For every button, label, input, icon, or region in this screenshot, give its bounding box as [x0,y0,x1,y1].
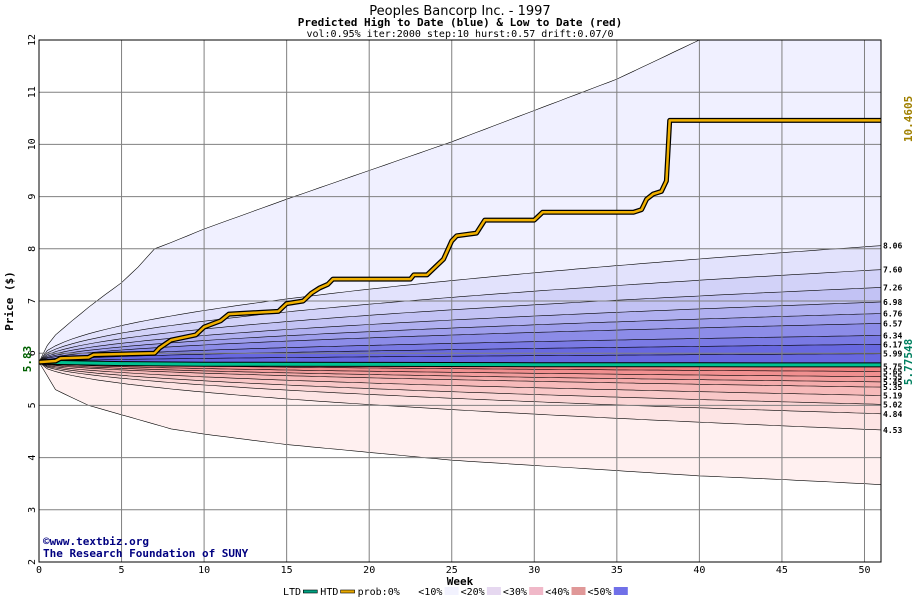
x-tick-label: 15 [281,565,293,576]
lower-percentile-label: 5.45 [883,378,902,387]
legend-color-swatch [444,587,459,595]
upper-band-edge-6 [38,323,882,363]
x-tick-label: 5 [119,565,125,576]
x-tick-label: 35 [611,565,623,576]
legend-entry-label: 40% [551,587,569,598]
ltd-line [38,360,882,367]
legend: LTD HTD prob:0% <10% <20% <30% <40% <50% [283,587,628,598]
legend-entry-label: HTD [320,587,338,598]
y-axis-label: Price ($) [3,271,16,331]
legend-entry-label: 30% [509,587,527,598]
legend-entry-label: 10% [424,587,442,598]
legend-label: < [588,587,594,598]
chart-title: Peoples Bancorp Inc. - 1997 [369,4,550,19]
legend-line-swatch [340,589,355,594]
start-price-label: 5.83 [21,346,34,373]
credit-website: ©www.textbiz.org [43,535,149,548]
htd-final-label: 10.4605 [902,96,915,142]
legend-color-swatch [529,587,544,595]
lower-band-edge-1 [38,361,882,431]
y-tick-label: 11 [27,86,38,98]
legend-label: < [545,587,551,598]
lower-percentile-label: 5.02 [883,400,902,409]
upper-percentile-label: 6.34 [883,331,902,340]
upper-band-9 [39,344,881,366]
plot-frame [38,39,882,563]
y-tick-label: 6 [27,350,38,356]
y-tick-label: 2 [27,559,38,565]
upper-band-edge-8 [38,344,882,363]
y-tick-label: 8 [27,246,38,252]
upper-percentile-label: 6.17 [883,340,902,349]
x-tick-label: 30 [528,565,540,576]
x-tick-label: 50 [858,565,870,576]
grid-lines [38,39,881,563]
chart-params: vol:0.95% iter:2000 step:10 hurst:0.57 d… [306,29,613,40]
legend-line-swatch [302,589,318,594]
lower-percentile-label: 5.75 [883,362,902,371]
x-tick-label: 0 [36,565,42,576]
lower-band-edge-4 [38,361,882,396]
lower-percentile-label: 5.65 [883,367,902,376]
upper-band-edge-7 [38,335,882,363]
lower-band-edge-0 [38,361,882,485]
upper-band-edge-9 [38,353,882,363]
ltd-final-label: 5.77548 [902,339,915,385]
lower-band-edge-2 [38,361,882,415]
x-axis-label: Week [447,575,474,588]
lower-percentile-label: 5.55 [883,373,902,382]
upper-band-edge-2 [38,269,882,363]
legend-color-swatch [486,587,501,595]
y-tick-label: 3 [27,507,38,513]
x-tick-label: 25 [446,565,458,576]
upper-percentile-label: 6.76 [883,310,902,319]
upper-percentile-label: 6.98 [883,298,902,307]
y-tick-label: 7 [27,298,38,304]
legend-color-swatch [613,587,628,595]
lower-percentile-label: 5.19 [883,391,902,400]
series-lines [38,117,882,368]
y-tick-label: 4 [27,455,38,461]
upper-band-edge-3 [38,287,882,363]
lower-percentile-label: 5.35 [883,383,902,392]
lower-band-edge-7 [38,361,882,377]
lower-percentile-label: 4.84 [883,410,902,419]
upper-band-edge-5 [38,313,882,363]
probability-bands [38,39,882,485]
x-tick-label: 20 [363,565,375,576]
legend-color-swatch [571,587,586,595]
y-tick-label: 5 [27,402,38,408]
htd-line [38,119,881,364]
credit-organization: The Research Foundation of SUNY [43,547,249,560]
lower-band-edge-3 [38,361,882,405]
legend-label: < [418,587,424,598]
legend-label: < [461,587,467,598]
x-tick-label: 10 [198,565,210,576]
legend-entry-label: prob:0% [358,587,400,598]
legend-entry-label: LTD [283,587,301,598]
upper-band-edge-1 [38,245,882,363]
y-tick-label: 9 [27,194,38,200]
lower-band-edge-5 [38,361,882,388]
lower-percentile-label: 4.53 [883,426,902,435]
legend-color-swatch [402,587,417,595]
upper-percentile-label: 6.57 [883,319,902,328]
y-tick-label: 10 [27,138,38,150]
chart-subtitle: Predicted High to Date (blue) & Low to D… [298,16,623,29]
upper-percentile-label: 7.26 [883,283,902,292]
legend-entry-label: 50% [594,587,612,598]
percentile-labels: 8.06 7.60 7.26 6.98 6.766.57 6.346.175.99 5.75… [883,242,902,435]
upper-percentile-label: 8.06 [883,242,902,251]
y-tick-label: 12 [27,34,38,46]
x-tick-label: 45 [776,565,788,576]
legend-label: < [503,587,509,598]
upper-percentile-label: 7.60 [883,266,902,275]
legend-entry-label: 20% [467,587,485,598]
upper-percentile-label: 5.99 [883,350,902,359]
lower-band-edge-6 [38,361,882,383]
x-tick-label: 40 [693,565,705,576]
